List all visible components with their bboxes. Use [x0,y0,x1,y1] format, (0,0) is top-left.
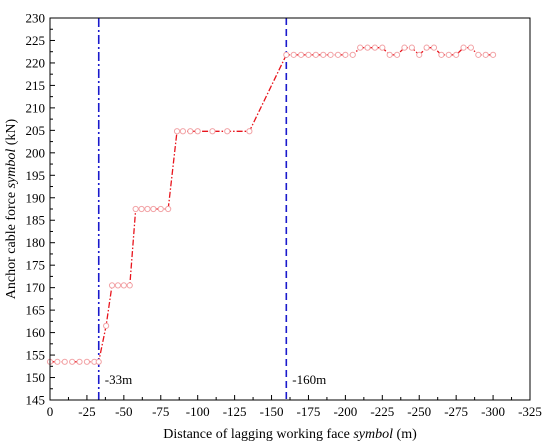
data-point [138,205,145,213]
y-tick-label: 215 [26,78,46,93]
x-tick-label: -125 [223,404,247,419]
data-point [430,44,438,51]
y-tick-label: 195 [26,168,46,183]
data-point [357,44,364,51]
data-point [312,51,319,58]
y-tick-label: 150 [26,370,46,385]
reference-line-label: -160m [292,372,326,387]
y-tick-label: 145 [26,393,46,408]
data-point [246,128,253,135]
x-tick-label: -200 [333,404,357,419]
y-tick-label: 175 [26,258,46,273]
y-tick-label: 230 [26,11,46,26]
x-tick-label: -175 [297,404,321,419]
data-point [194,128,201,135]
x-tick-label: 0 [47,404,54,419]
data-point [379,44,386,51]
data-point [179,128,187,135]
data-point [416,51,423,58]
data-point [349,51,356,58]
data-point [132,205,139,213]
data-point [103,322,110,329]
data-point [157,205,164,213]
data-point [482,51,489,58]
y-tick-label: 210 [26,100,46,115]
x-tick-label: -150 [260,404,284,419]
data-point [224,128,231,135]
data-point [108,282,116,289]
data-point [467,44,475,51]
x-tick-label: -300 [481,404,505,419]
x-tick-label: -100 [186,404,210,419]
data-point [69,358,76,365]
y-axis-title: Anchor cable force symbol (kN) [4,118,19,299]
reference-line-label: -33m [105,372,132,387]
y-tick-label: 170 [26,280,46,295]
data-point [334,51,342,58]
x-axis-title: Distance of lagging working face symbol … [163,427,417,442]
data-point [297,51,305,58]
data-point [423,44,430,51]
y-tick-label: 185 [26,213,46,228]
x-tick-label: -250 [407,404,431,419]
data-point [453,51,460,58]
data-point [173,128,181,135]
data-point [408,44,415,51]
y-axis: 145 150 155 160 165 170 175 180 185 190 195 200 205 2… [26,11,55,408]
x-tick-label: -325 [518,404,542,419]
data-point [187,128,194,135]
data-point [401,44,408,51]
y-tick-label: 180 [26,235,46,250]
data-point [320,51,327,58]
x-axis: 0 -25 -50 -75 -100 -125 -150 -175 -200 -225 -250 -2… [47,395,542,419]
data-point [327,51,334,58]
data-point [144,205,151,213]
data-point [460,44,467,51]
data-point [95,358,102,365]
data-point [386,51,393,58]
data-point [290,51,297,58]
annotations: -33m -160m [105,372,327,387]
reference-lines [97,18,288,400]
data-point [489,51,497,58]
data-point [283,51,290,58]
data-point [54,358,61,365]
x-tick-label: -75 [152,404,169,419]
series-layer [46,44,497,365]
data-point [371,44,379,51]
y-tick-label: 220 [26,55,46,70]
data-point [120,282,127,289]
data-point [165,205,172,213]
data-point [305,51,312,58]
data-point [209,128,216,135]
y-tick-label: 190 [26,190,46,205]
x-tick-label: -225 [370,404,394,419]
data-point [76,358,83,365]
data-point [475,51,482,58]
data-point [114,282,122,289]
data-point [438,51,445,58]
y-tick-label: 200 [26,145,46,160]
y-tick-label: 155 [26,348,46,363]
y-tick-label: 165 [26,303,46,318]
data-point [150,205,157,213]
data-point [342,51,349,58]
y-tick-label: 160 [26,325,46,340]
data-point [445,51,452,58]
y-tick-label: 225 [26,33,46,48]
data-point [364,44,371,51]
x-tick-label: -275 [444,404,468,419]
x-tick-label: -25 [78,404,95,419]
data-point [393,51,401,58]
data-point [126,282,133,289]
data-point [61,358,68,365]
data-point [83,358,91,365]
y-tick-label: 205 [26,123,46,138]
x-tick-label: -50 [115,404,132,419]
